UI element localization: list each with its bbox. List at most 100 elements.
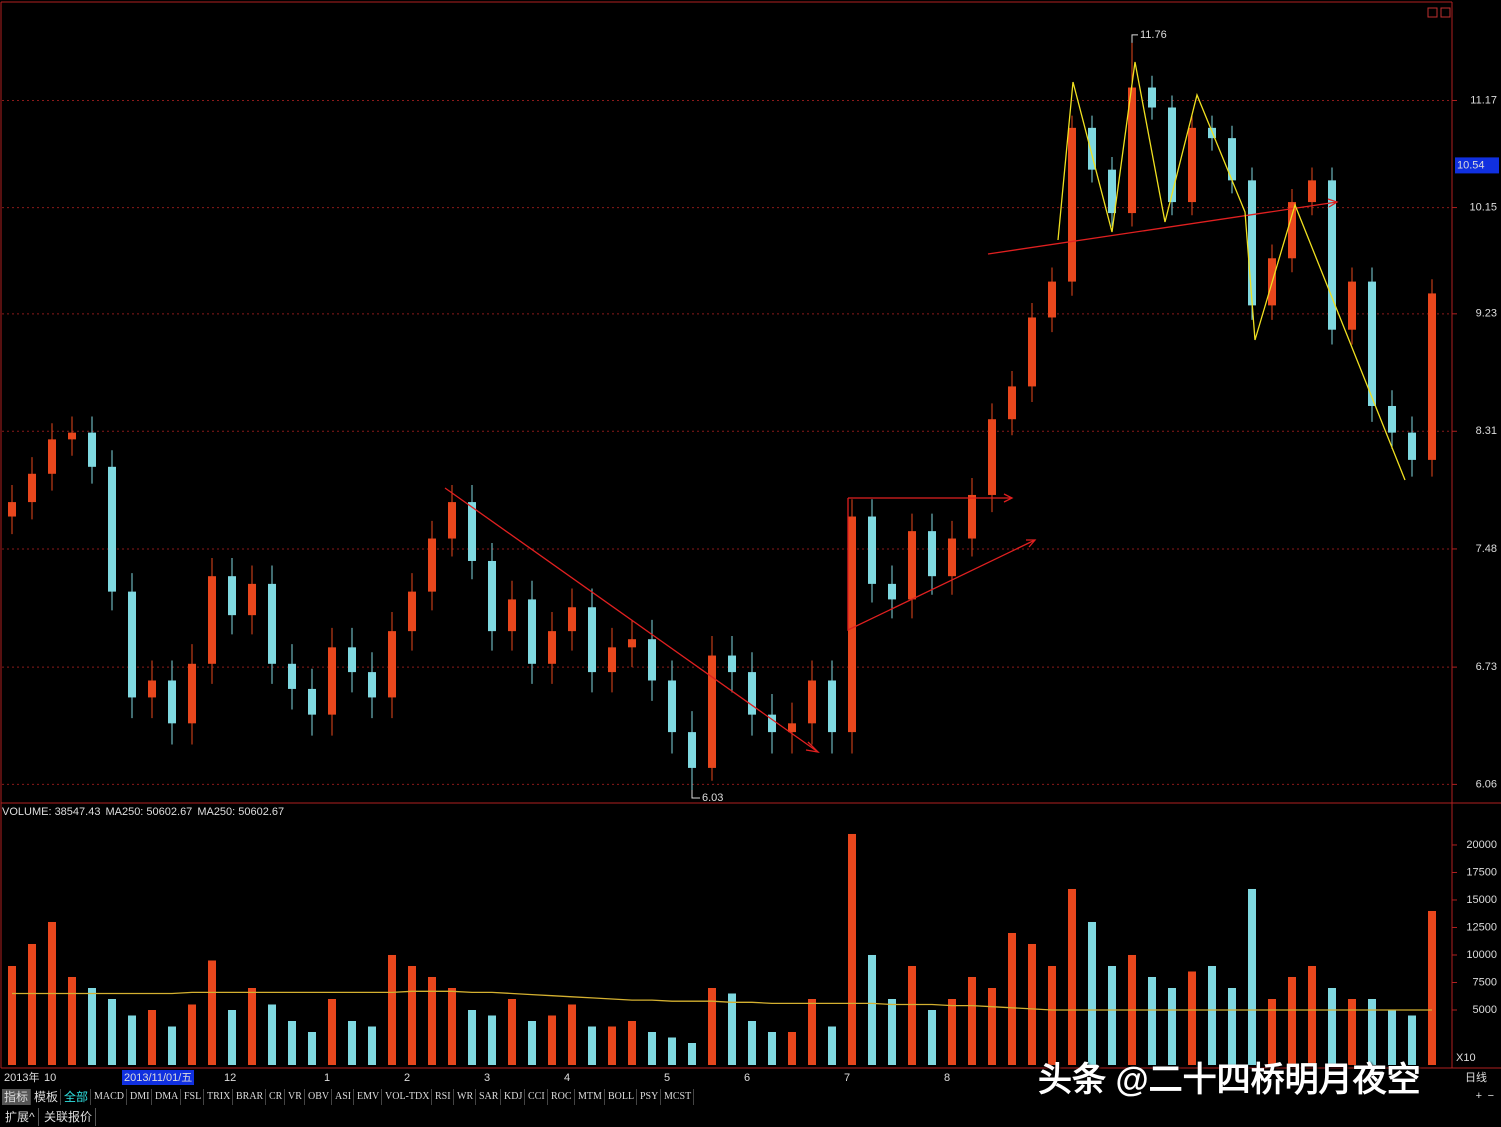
trend-drawings xyxy=(444,61,1406,753)
indicator-tab[interactable]: MACD xyxy=(92,1089,128,1105)
indicator-tab[interactable]: KDJ xyxy=(502,1089,526,1105)
scroll-button[interactable]: + xyxy=(1476,1090,1482,1102)
volume-bar xyxy=(968,976,976,1065)
volume-bar xyxy=(808,998,816,1065)
candle-body xyxy=(608,647,616,673)
bottom-tab[interactable]: 关联报价 xyxy=(41,1108,97,1126)
y-tick-label: 11.17 xyxy=(1470,94,1497,106)
y-tick-label: 17500 xyxy=(1466,866,1497,878)
volume-bar xyxy=(1308,965,1316,1065)
volume-bar xyxy=(248,987,256,1065)
volume-bar xyxy=(368,1026,376,1065)
candle-body xyxy=(548,631,556,664)
scroll-button[interactable]: − xyxy=(1488,1090,1494,1102)
indicator-tab[interactable]: ASI xyxy=(333,1089,355,1105)
volume-bar xyxy=(568,1004,576,1065)
candle-body xyxy=(428,538,436,592)
indicator-tab[interactable]: 指标 xyxy=(2,1089,32,1105)
bottom-tab[interactable]: 扩展^ xyxy=(2,1108,39,1126)
volume-bar xyxy=(948,998,956,1065)
indicator-tab[interactable]: BOLL xyxy=(606,1089,638,1105)
volume-bar xyxy=(608,1026,616,1065)
window-icon[interactable] xyxy=(1427,7,1438,18)
candle-body xyxy=(28,473,36,503)
volume-bar xyxy=(1288,976,1296,1065)
candle-body xyxy=(1308,180,1316,203)
volume-bar xyxy=(1268,998,1276,1065)
candle-body xyxy=(488,560,496,632)
volume-bar xyxy=(1148,976,1156,1065)
indicator-tab[interactable]: EMV xyxy=(355,1089,383,1105)
volume-bar xyxy=(1428,910,1436,1065)
indicator-tab[interactable]: WR xyxy=(455,1089,477,1105)
candle-body xyxy=(568,607,576,632)
volume-bar xyxy=(1048,965,1056,1065)
volume-bar xyxy=(1108,965,1116,1065)
indicator-tab[interactable]: RSI xyxy=(433,1089,454,1105)
candle-body xyxy=(228,576,236,616)
cursor-label: 10.54 xyxy=(1457,159,1485,171)
candle-body xyxy=(408,591,416,632)
x-tick-label: 12 xyxy=(224,1072,236,1084)
y-tick-label: 10.15 xyxy=(1469,201,1497,213)
max-pointer xyxy=(1131,34,1138,43)
cursor-box xyxy=(1455,157,1499,174)
indicator-tab[interactable]: FSL xyxy=(182,1089,205,1105)
y-tick-label: 20000 xyxy=(1466,839,1497,851)
indicator-tab[interactable]: 全部 xyxy=(62,1089,92,1105)
indicator-tab[interactable]: TRIX xyxy=(205,1089,234,1105)
candle-body xyxy=(1008,386,1016,420)
candle-body xyxy=(348,647,356,673)
volume-bar xyxy=(528,1020,536,1065)
candle-body xyxy=(728,655,736,673)
volume-bar xyxy=(148,1009,156,1065)
volume-bar xyxy=(268,1004,276,1065)
candle-body xyxy=(1248,180,1256,306)
volume-bar xyxy=(468,1009,476,1065)
indicator-tab[interactable]: CR xyxy=(267,1089,286,1105)
candle-body xyxy=(868,516,876,584)
indicator-tab[interactable]: CCI xyxy=(526,1089,548,1105)
indicator-tab[interactable]: SAR xyxy=(477,1089,502,1105)
indicator-tab[interactable]: 模板 xyxy=(32,1089,62,1105)
candle-body xyxy=(988,419,996,495)
indicator-tab[interactable]: MCST xyxy=(662,1089,695,1105)
indicator-tab[interactable]: MTM xyxy=(576,1089,605,1105)
indicator-tab[interactable]: VR xyxy=(286,1089,305,1105)
volume-bar xyxy=(448,987,456,1065)
indicator-tab[interactable]: VOL-TDX xyxy=(383,1089,433,1105)
volume-bar xyxy=(988,987,996,1065)
arrow-head xyxy=(1003,493,1014,503)
indicator-tab[interactable]: BRAR xyxy=(234,1089,267,1105)
indicator-tab[interactable]: DMI xyxy=(128,1089,153,1105)
candle-body xyxy=(1408,432,1416,460)
indicator-tab[interactable]: OBV xyxy=(306,1089,333,1105)
window-icon[interactable] xyxy=(1440,7,1451,18)
x-tick-label: 2013/11/01/五 xyxy=(124,1072,192,1084)
candle-body xyxy=(1068,127,1076,282)
volume-bar xyxy=(208,960,216,1065)
volume-bar xyxy=(1248,888,1256,1065)
candle-body xyxy=(468,502,476,561)
indicator-tab[interactable]: DMA xyxy=(153,1089,182,1105)
volume-bar xyxy=(888,998,896,1065)
volume-bar xyxy=(508,998,516,1065)
volume-bar xyxy=(628,1020,636,1065)
legend-entry: MA250: 50602.67 xyxy=(105,806,192,818)
volume-bar xyxy=(648,1031,656,1065)
candle-body xyxy=(1168,107,1176,203)
indicator-tab[interactable]: ROC xyxy=(549,1089,575,1105)
volume-bar xyxy=(408,965,416,1065)
candle-body xyxy=(448,502,456,539)
x-tick-label: 10 xyxy=(44,1072,56,1084)
x-tick-label: 1 xyxy=(324,1072,330,1084)
volume-bar xyxy=(1188,971,1196,1065)
volume-bar xyxy=(788,1031,796,1065)
indicator-tab[interactable]: PSY xyxy=(638,1089,662,1105)
y-tick-label: 5000 xyxy=(1473,1004,1497,1016)
candle-body xyxy=(788,723,796,733)
x-tick-label: 2 xyxy=(404,1072,410,1084)
candle-body xyxy=(268,583,276,664)
candle-body xyxy=(1428,293,1436,460)
